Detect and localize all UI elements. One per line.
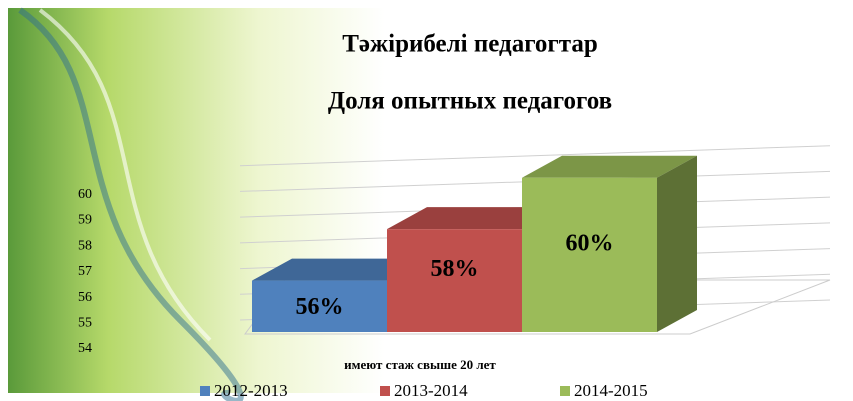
value-label: 56%: [296, 294, 344, 320]
legend-swatch: [200, 386, 210, 396]
chart-subtitle: Доля опытных педагогов: [328, 88, 612, 115]
x-tick-label: имеют стаж свыше 20 лет: [344, 357, 496, 372]
bar: [522, 177, 657, 332]
legend-label: 2014-2015: [574, 381, 648, 400]
decor-swirl: [18, 7, 244, 401]
bar: [252, 280, 387, 332]
bar-top: [252, 258, 427, 281]
chart-title: Тәжірибелі педагогтар: [342, 31, 598, 58]
legend-label: 2012-2013: [214, 381, 288, 400]
bar-side: [657, 155, 697, 332]
y-tick-label: 54: [78, 341, 92, 356]
y-tick-label: 57: [78, 264, 92, 279]
y-tick-label: 56: [78, 290, 92, 305]
legend-label: 2013-2014: [394, 381, 468, 400]
bar-top: [387, 207, 562, 230]
y-tick-label: 59: [78, 213, 92, 228]
value-label: 60%: [566, 230, 614, 256]
legend-swatch: [380, 386, 390, 396]
bar: [387, 229, 522, 332]
y-tick-label: 60: [78, 187, 92, 202]
value-label: 58%: [431, 256, 479, 282]
bar-top: [522, 155, 697, 178]
grid-line: [239, 145, 831, 167]
legend-swatch: [560, 386, 570, 396]
decor-swirl: [38, 8, 212, 342]
y-tick-label: 58: [78, 238, 92, 253]
y-tick-label: 55: [78, 316, 92, 331]
